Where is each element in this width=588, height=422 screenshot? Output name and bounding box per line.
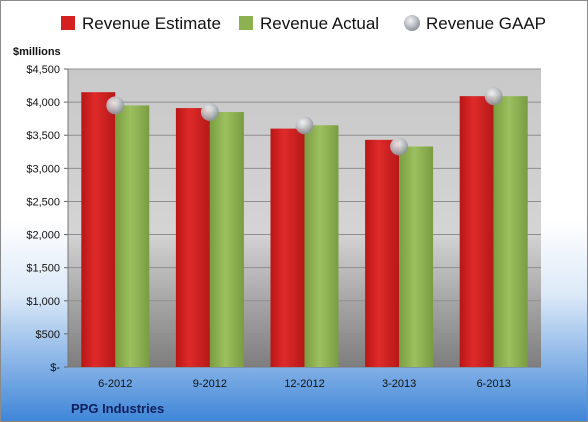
bar-revenue-actual [209, 112, 244, 368]
y-tick-label: $1,500 [26, 263, 60, 275]
y-tick-label: $2,000 [26, 230, 60, 242]
bar-revenue-estimate [175, 108, 210, 368]
bar-revenue-actual [115, 105, 150, 367]
point-revenue-gaap [484, 87, 503, 106]
x-tick-label: 12-2012 [284, 378, 324, 390]
point-revenue-gaap [295, 116, 314, 135]
y-tick-label: $3,000 [26, 163, 60, 175]
y-tick-label: $500 [36, 329, 60, 341]
legend-swatch [61, 16, 75, 30]
bar-revenue-estimate [81, 92, 116, 367]
bar-revenue-estimate [459, 96, 494, 367]
bar-revenue-actual [399, 146, 434, 367]
bar-revenue-actual [493, 96, 528, 367]
y-tick-label: $4,500 [26, 64, 60, 76]
bar-revenue-estimate [365, 139, 400, 367]
y-tick-label: $3,500 [26, 130, 60, 142]
x-tick-label: 3-2013 [382, 378, 416, 390]
point-revenue-gaap [200, 103, 219, 122]
legend-swatch [239, 16, 253, 30]
bar-revenue-estimate [270, 128, 305, 367]
legend-swatch [404, 15, 420, 31]
y-axis-unit-label: $millions [13, 46, 61, 58]
y-tick-label: $4,000 [26, 97, 60, 109]
x-tick-label: 6-2012 [98, 378, 132, 390]
y-tick-label: $- [50, 362, 60, 374]
point-revenue-gaap [106, 96, 125, 115]
legend-label: Revenue Estimate [82, 14, 221, 33]
y-tick-label: $1,000 [26, 296, 60, 308]
legend-label: Revenue Actual [260, 14, 379, 33]
x-tick-label: 6-2013 [477, 378, 511, 390]
x-tick-label: 9-2012 [193, 378, 227, 390]
legend-label: Revenue GAAP [426, 14, 546, 33]
company-name: PPG Industries [71, 401, 164, 416]
y-tick-label: $2,500 [26, 196, 60, 208]
point-revenue-gaap [390, 137, 409, 156]
bar-revenue-actual [304, 125, 339, 368]
